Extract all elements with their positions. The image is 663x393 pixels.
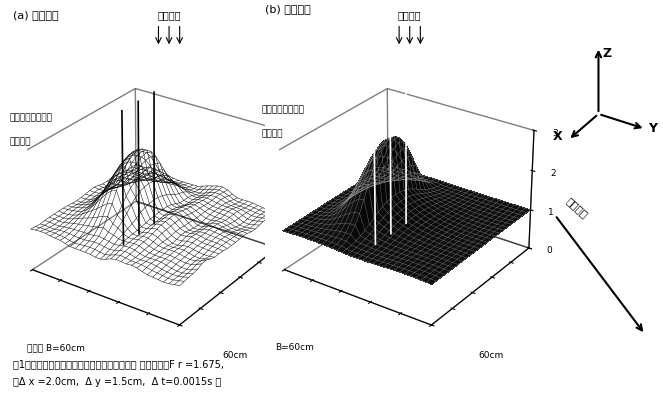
Text: 等流水深に対する: 等流水深に対する: [262, 106, 305, 114]
Text: 水深の比: 水深の比: [262, 129, 283, 138]
Text: B=60cm: B=60cm: [275, 343, 314, 352]
Text: 杭の位置: 杭の位置: [398, 10, 422, 20]
Text: 水路幅 B=60cm: 水路幅 B=60cm: [27, 343, 84, 352]
Text: (a) 実験結果: (a) 実験結果: [13, 10, 59, 20]
Text: Z: Z: [603, 47, 612, 60]
Text: (b) 計算結果: (b) 計算結果: [265, 4, 311, 14]
Text: 杭の位置: 杭の位置: [157, 10, 181, 20]
Text: X: X: [553, 130, 563, 143]
Text: Y: Y: [648, 122, 657, 136]
Text: Δ x =2.0cm,  Δ y =1.5cm,  Δ t=0.0015s ）: Δ x =2.0cm, Δ y =1.5cm, Δ t=0.0015s ）: [13, 377, 221, 387]
Text: 60cm: 60cm: [478, 351, 503, 360]
Text: 図1　水面形の実験結果と計算結果との比較〈 射流条件　F r =1.675,: 図1 水面形の実験結果と計算結果との比較〈 射流条件 F r =1.675,: [13, 360, 224, 369]
Text: 60cm: 60cm: [223, 351, 248, 360]
Text: 水深の比: 水深の比: [10, 137, 31, 146]
Text: 流下方向: 流下方向: [564, 195, 589, 219]
Text: 等流水深に対する: 等流水深に対する: [10, 114, 53, 122]
